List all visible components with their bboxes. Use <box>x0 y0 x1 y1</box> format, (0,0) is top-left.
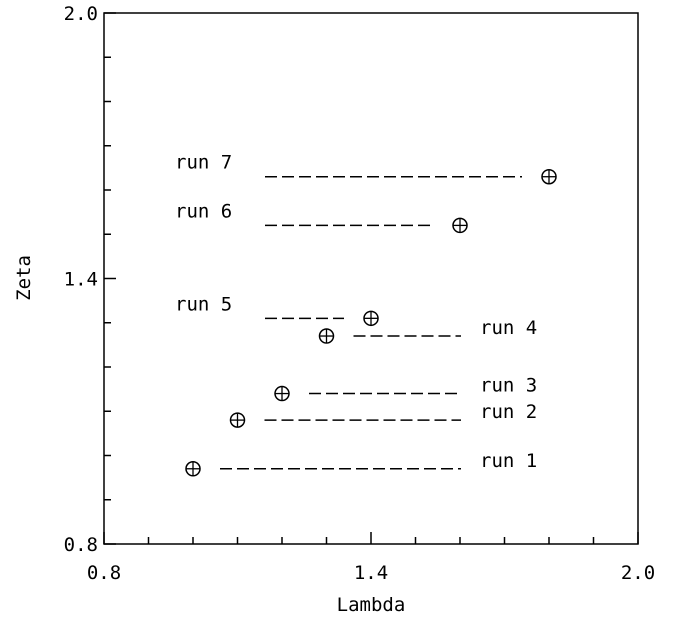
x-tick-label: 1.4 <box>354 562 388 584</box>
run-label: run 5 <box>175 293 232 315</box>
axis-ticks <box>104 13 638 544</box>
chart-marks: run 1 run 2 run 3 run 4 run 5 run 6 run 7 <box>175 152 556 476</box>
data-point: run 5 <box>175 293 378 325</box>
data-point: run 3 <box>275 375 537 401</box>
x-tick-label: 0.8 <box>87 562 121 584</box>
run-label: run 7 <box>175 152 232 174</box>
x-tick-label: 2.0 <box>621 562 655 584</box>
x-axis-label: Lambda <box>337 594 406 616</box>
data-point: run 4 <box>320 317 538 343</box>
run-label: run 6 <box>175 200 232 222</box>
tick-labels: 0.8 1.4 2.0 0.8 1.4 2.0 <box>64 3 655 584</box>
y-tick-label: 2.0 <box>64 3 98 25</box>
plot-frame <box>104 13 638 544</box>
y-tick-label: 0.8 <box>64 534 98 556</box>
run-label: run 4 <box>480 317 537 339</box>
data-point: run 7 <box>175 152 556 184</box>
run-label: run 2 <box>480 401 537 423</box>
data-point: run 6 <box>175 200 467 232</box>
data-point: run 1 <box>186 450 537 476</box>
run-label: run 3 <box>480 375 537 397</box>
y-axis-label: Zeta <box>13 255 35 301</box>
run-label: run 1 <box>480 450 537 472</box>
y-tick-label: 1.4 <box>64 269 98 291</box>
data-point: run 2 <box>231 401 538 427</box>
